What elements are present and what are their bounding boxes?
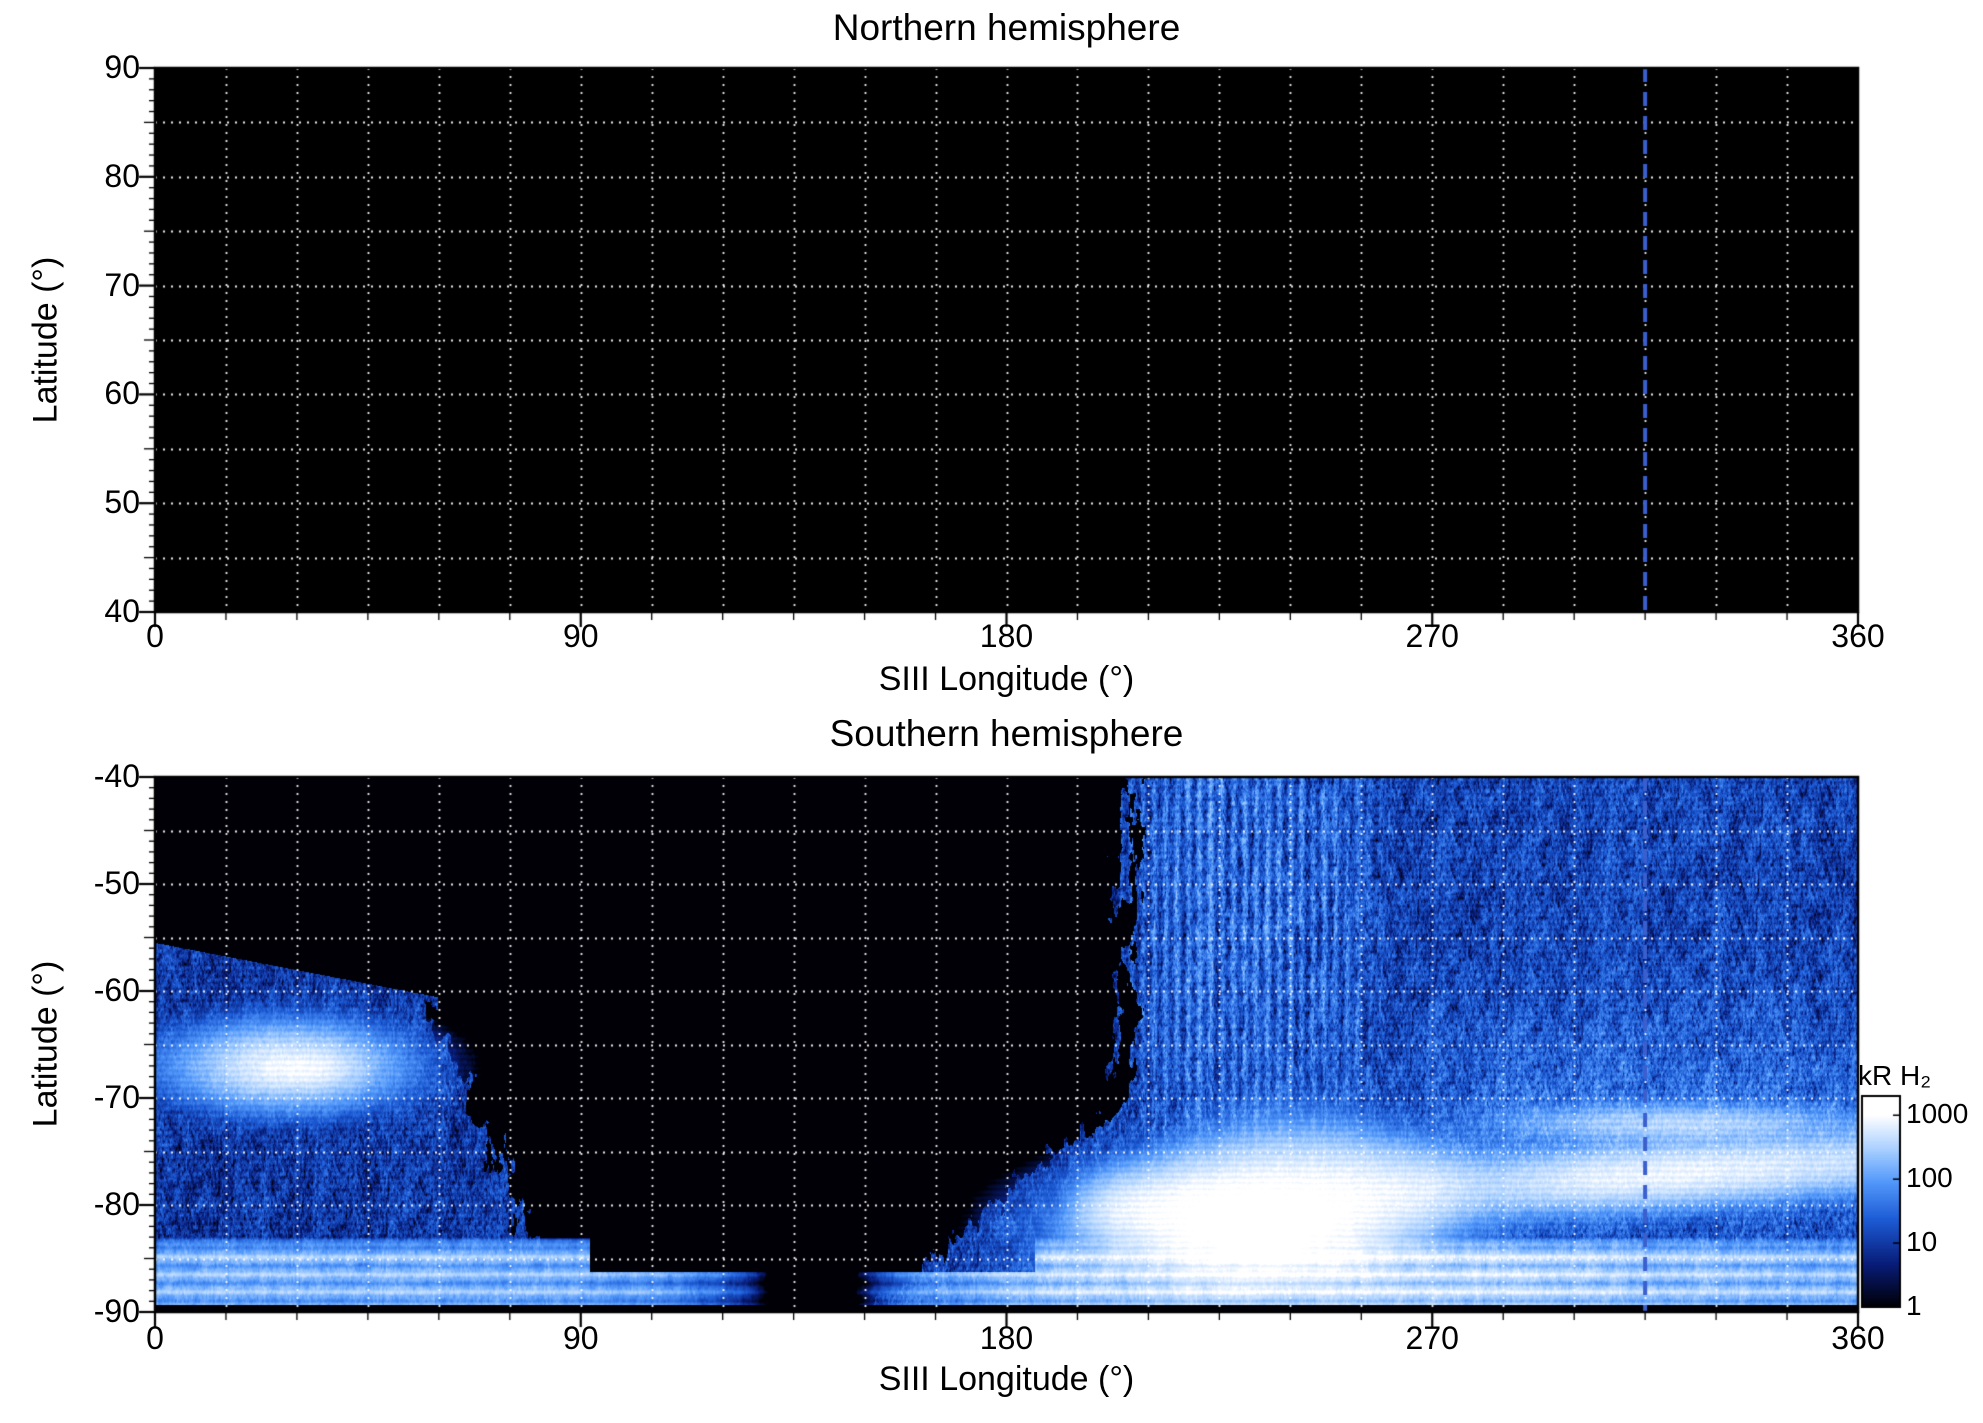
colorbar-label: kR H₂: [1858, 1060, 1932, 1091]
north-y-tick-label: 60: [104, 375, 140, 412]
north-y-tick-label: 50: [104, 484, 140, 521]
south-y-tick-label: -40: [93, 758, 140, 794]
south-x-tick-label: 0: [146, 1320, 164, 1356]
north-x-tick-label: 270: [1405, 618, 1459, 654]
south-xaxis-label: SIII Longitude (°): [878, 1360, 1135, 1398]
north-y-tick-label: 40: [104, 593, 140, 629]
north-y-tick-label: 80: [104, 157, 140, 194]
north-x-tick-label: 360: [1831, 618, 1885, 654]
south-panel-title: Southern hemisphere: [829, 713, 1184, 754]
north-y-tick-label: 90: [104, 49, 140, 85]
north-x-tick-label: 180: [979, 618, 1034, 654]
south-y-tick-label: -60: [93, 972, 140, 1008]
south-y-tick-label: -80: [93, 1186, 140, 1222]
north-y-tick-label: 70: [104, 266, 140, 303]
south-x-tick-label: 360: [1831, 1320, 1885, 1356]
colorbar-tick-label: 1: [1906, 1290, 1922, 1321]
north-xaxis-label: SIII Longitude (°): [878, 660, 1135, 698]
south-x-tick-label: 90: [562, 1320, 599, 1356]
south-y-tick-label: -50: [93, 865, 140, 901]
south-y-tick-label: -70: [93, 1079, 140, 1115]
south-x-tick-label: 270: [1405, 1320, 1459, 1356]
north-x-tick-label: 0: [146, 618, 164, 654]
north-x-tick-label: 90: [562, 618, 599, 654]
south-x-tick-label: 180: [979, 1320, 1034, 1356]
colorbar-tick-label: 10: [1906, 1226, 1938, 1258]
colorbar-tick-label: 100: [1906, 1162, 1953, 1194]
south-y-tick-label: -90: [93, 1293, 140, 1329]
north-panel-title: Northern hemisphere: [832, 7, 1181, 48]
colorbar-tick-label: 1000: [1906, 1098, 1969, 1130]
